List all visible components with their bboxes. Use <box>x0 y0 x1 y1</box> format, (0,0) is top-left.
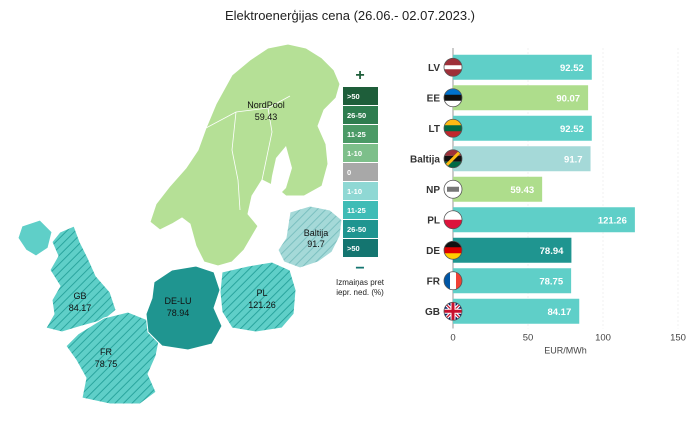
bar-value-label: 78.94 <box>540 246 564 257</box>
legend-swatch <box>343 182 378 200</box>
ireland-region <box>17 219 53 257</box>
bar-lv <box>453 54 592 80</box>
nordpool-region <box>149 43 341 267</box>
legend-swatch <box>343 220 378 238</box>
bothnia-gulf <box>270 146 292 196</box>
legend-swatch <box>343 201 378 219</box>
legend-swatch <box>343 163 378 181</box>
legend-swatch <box>343 239 378 257</box>
legend-swatch-label: 1-10 <box>347 187 362 196</box>
lv-flag-icon <box>443 57 463 77</box>
de-lu-label: DE-LU <box>164 296 191 306</box>
legend: >50 26-50 11-25 1-10 0 1-10 11-25 26-50 >50 <box>343 87 378 257</box>
pl-region <box>219 261 297 333</box>
gb-flag-icon <box>443 301 463 321</box>
bar-value-label: 78.75 <box>539 276 563 287</box>
de-lu-value: 78.94 <box>167 308 190 318</box>
category-label: NP <box>426 185 440 196</box>
pl-label: PL <box>256 288 267 298</box>
bar-value-label: 92.52 <box>560 63 584 74</box>
gb-region <box>45 225 117 333</box>
bar-value-label: 84.17 <box>547 307 571 318</box>
bar-pl <box>453 207 635 233</box>
de-lu-region <box>145 265 223 351</box>
bar-value-label: 59.43 <box>510 185 534 196</box>
europe-map: NordPool 59.43 Baltija 91.7 DE-LU 78.94 … <box>17 43 385 405</box>
bar-value-label: 90.07 <box>556 93 580 104</box>
x-tick-label: 50 <box>523 333 534 344</box>
nordpool-borders <box>205 95 291 211</box>
gb-value: 84.17 <box>69 303 92 313</box>
legend-swatch <box>343 106 378 124</box>
bar-np <box>453 176 543 202</box>
legend-minus: − <box>355 260 364 277</box>
bar-value-label: 121.26 <box>598 215 627 226</box>
bar-gb <box>453 298 580 324</box>
legend-swatch-label: 11-25 <box>347 206 366 215</box>
legend-plus: + <box>355 67 364 84</box>
baltija-region <box>277 205 343 269</box>
bar-de <box>453 237 572 263</box>
ee-flag-icon <box>443 88 463 108</box>
legend-swatch-label: 0 <box>347 168 351 177</box>
legend-swatch-label: 26-50 <box>347 225 366 234</box>
baltija-label: Baltija <box>304 228 329 238</box>
legend-swatch-label: 11-25 <box>347 130 366 139</box>
fr-label: FR <box>100 347 112 357</box>
category-label: LT <box>429 124 440 135</box>
fr-flag-icon <box>443 271 463 291</box>
legend-swatch-label: >50 <box>347 244 360 253</box>
fr-region <box>65 311 161 405</box>
category-label: FR <box>427 276 441 287</box>
x-tick-label: 150 <box>670 333 686 344</box>
gb-label: GB <box>73 291 86 301</box>
lt-flag-icon <box>443 118 463 138</box>
legend-swatch <box>343 87 378 105</box>
pl-flag-icon <box>443 210 463 230</box>
legend-swatch-label: 26-50 <box>347 111 366 120</box>
baltija-value: 91.7 <box>307 239 325 249</box>
legend-swatch <box>343 144 378 162</box>
legend-swatch-label: >50 <box>347 92 360 101</box>
legend-note-line1: Izmaiņas pret <box>336 278 385 287</box>
category-label: EE <box>427 93 441 104</box>
bar-value-label: 92.52 <box>560 124 584 135</box>
x-tick-label: 100 <box>595 333 611 344</box>
category-label: PL <box>427 215 440 226</box>
category-label: DE <box>426 246 440 257</box>
chart-title: Elektroenerģijas cena (26.06.- 02.07.202… <box>224 8 476 23</box>
x-axis-title: EUR/MWh <box>544 346 587 356</box>
fr-value: 78.75 <box>95 359 118 369</box>
nordpool-label: NordPool <box>247 100 285 110</box>
bar-baltija <box>453 146 591 172</box>
category-label: GB <box>425 307 440 318</box>
bar-value-label: 91.7 <box>564 154 583 165</box>
nordpool-value: 59.43 <box>255 112 278 122</box>
legend-swatch-label: 1-10 <box>347 149 362 158</box>
category-label: LV <box>428 63 440 74</box>
nordpool-flag-icon <box>443 179 463 199</box>
legend-swatch <box>343 125 378 143</box>
de-flag-icon <box>443 240 463 260</box>
bar-fr <box>453 268 572 294</box>
pl-value: 121.26 <box>248 300 276 310</box>
legend-note-line2: iepr. ned. (%) <box>336 288 384 297</box>
bar-ee <box>453 85 589 111</box>
x-tick-label: 0 <box>450 333 455 344</box>
baltic-flag-icon <box>443 149 463 169</box>
bar-lt <box>453 115 592 141</box>
